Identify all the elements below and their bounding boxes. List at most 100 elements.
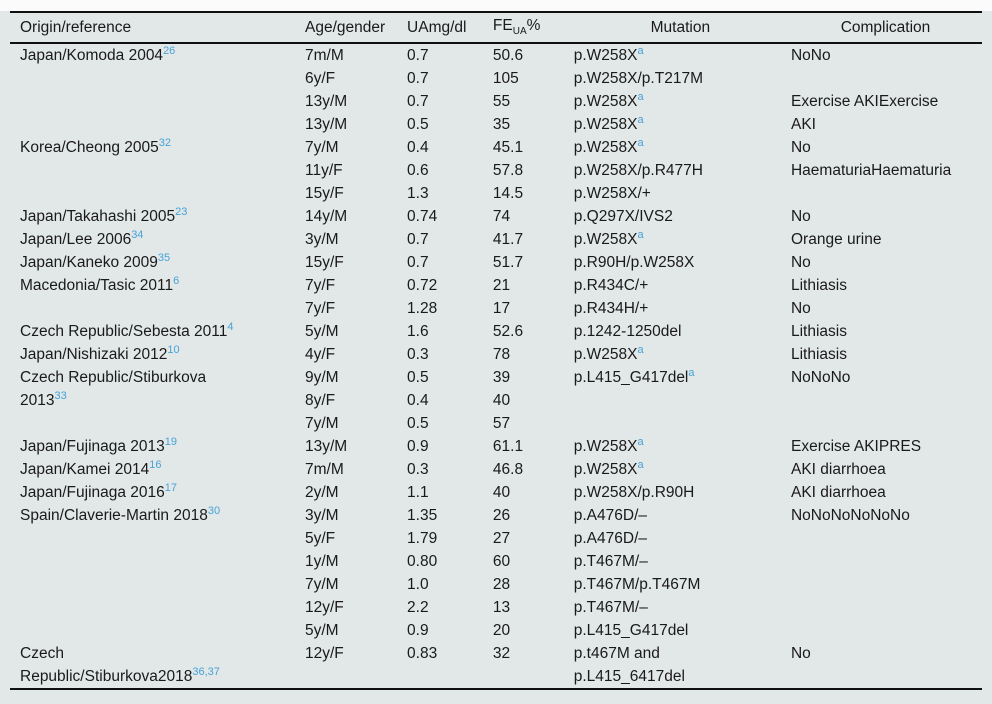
mutation-line: p.W258X/p.T217M xyxy=(573,70,703,87)
mutation-line: p.A476D/– xyxy=(573,507,647,524)
footnote-a-superscript[interactable]: a xyxy=(637,90,644,103)
reference-superscript[interactable]: 36,37 xyxy=(192,665,220,678)
footnote-a-superscript[interactable]: a xyxy=(637,113,644,126)
cell-mutation: p.W258Xa xyxy=(572,458,789,481)
cell-complication: NoNoNo xyxy=(790,369,851,386)
reference-superscript[interactable]: 6 xyxy=(173,274,180,287)
cell-mutation: p.W258Xa xyxy=(572,228,789,251)
cell-mutation: p.L415_G417del xyxy=(572,619,789,642)
cell-age: 5y/F xyxy=(305,530,336,547)
footnote-a-superscript[interactable]: a xyxy=(637,435,644,448)
cell-age: 7y/M xyxy=(305,576,339,593)
cell-mutation xyxy=(572,389,789,412)
cell-mutation: p.R90H/p.W258X xyxy=(572,251,789,274)
cell-origin: Czech Republic/Stiburkova201836,37 xyxy=(10,642,303,689)
reference-superscript[interactable]: 30 xyxy=(207,504,221,517)
cell-origin: Japan/Takahashi 200523 xyxy=(10,205,303,228)
reference-superscript[interactable]: 23 xyxy=(175,205,188,218)
mutation-line: p.W258Xa xyxy=(573,343,644,363)
origin-text: Korea/Cheong 2005 xyxy=(20,139,159,156)
cell-age: 7y/M xyxy=(305,415,339,432)
cell-mutation: p.R434H/+ xyxy=(572,297,789,320)
reference-superscript[interactable]: 19 xyxy=(164,435,178,448)
origin-line: Korea/Cheong 200532 xyxy=(20,136,303,159)
mutation-line: p.t467M and xyxy=(573,645,660,662)
origin-line: Japan/Takahashi 200523 xyxy=(20,205,303,228)
cell-complication xyxy=(789,67,982,90)
cell-complication: NoNoNoNoNoNo xyxy=(790,507,910,524)
cell-complication xyxy=(789,550,982,573)
mutation-line: p.W258Xa xyxy=(573,228,644,248)
fe-label-main: FE xyxy=(492,17,513,35)
origin-text: Japan/Komoda 2004 xyxy=(20,47,164,64)
cell-origin: Spain/Claverie-Martin 201830 xyxy=(10,504,303,642)
mutation-line: p.W258X/p.R477H xyxy=(573,162,703,179)
cell-fe-value: 51.7 xyxy=(492,254,524,271)
reference-superscript[interactable]: 33 xyxy=(54,389,67,402)
footnote-a-superscript[interactable]: a xyxy=(637,136,644,149)
cell-mutation: p.W258Xa xyxy=(572,136,789,159)
reference-superscript[interactable]: 26 xyxy=(163,44,176,57)
cell-origin: Czech Republic/Stiburkova 201333 xyxy=(10,366,303,435)
cell-ua-value: 1.6 xyxy=(407,323,429,340)
mutation-line: p.Q297X/IVS2 xyxy=(573,208,673,225)
table-row: Japan/Takahashi 200523 14y/M 0.74 74 p.Q297X… xyxy=(10,205,982,228)
cell-age: 13y/M xyxy=(305,93,348,110)
reference-superscript[interactable]: 16 xyxy=(149,458,162,471)
origin-text: Japan/Takahashi 2005 xyxy=(20,208,176,225)
table-row: 5y/M 0.9 20 p.L415_G417del xyxy=(10,619,982,642)
reference-superscript[interactable]: 10 xyxy=(167,343,180,356)
cell-fe-value: 40 xyxy=(492,484,511,501)
cell-age: 13y/M xyxy=(305,116,348,133)
cell-ua-value: 0.4 xyxy=(407,392,429,409)
footnote-a-superscript[interactable]: a xyxy=(637,458,644,471)
cell-origin: Korea/Cheong 200532 xyxy=(10,136,303,205)
reference-superscript[interactable]: 17 xyxy=(164,481,178,494)
table-body: Japan/Komoda 200426 7m/M 0.7 50.6 p.W258Xa No… xyxy=(10,43,982,689)
cell-ua-value: 0.9 xyxy=(407,438,429,455)
fe-label-suffix: % xyxy=(526,17,541,35)
column-header-fe: FEUA% xyxy=(490,12,572,44)
cell-mutation: p.1242-1250del xyxy=(572,320,789,343)
column-header-ua: UAmg/dl xyxy=(405,12,491,44)
origin-line: Japan/Nishizaki 201210 xyxy=(20,343,303,366)
cell-age: 7m/M xyxy=(305,47,344,64)
cell-mutation: p.A476D/– xyxy=(572,527,789,550)
cell-age: 2y/M xyxy=(305,484,339,501)
cell-complication xyxy=(789,527,982,550)
origin-line: Japan/Komoda 200426 xyxy=(20,44,303,67)
table-row: Macedonia/Tasic 20116 7y/F 0.72 21 p.R434C/+… xyxy=(10,274,982,297)
cell-ua-value: 0.3 xyxy=(407,461,429,478)
cell-mutation: p.W258Xa xyxy=(572,113,789,136)
table-row: 5y/F 1.79 27 p.A476D/– xyxy=(10,527,982,550)
cell-mutation: p.W258X/p.T217M xyxy=(572,67,789,90)
cell-complication: AKI xyxy=(790,116,816,133)
footnote-a-superscript[interactable]: a xyxy=(688,366,695,379)
footnote-a-superscript[interactable]: a xyxy=(637,228,644,241)
mutation-line: p.W258Xa xyxy=(573,90,644,110)
table-row: 8y/F 0.4 40 xyxy=(10,389,982,412)
reference-superscript[interactable]: 32 xyxy=(158,136,172,149)
table-row: Japan/Fujinaga 201617 2y/M 1.1 40 p.W258X/p.… xyxy=(10,481,982,504)
cell-fe-value: 40 xyxy=(492,392,511,409)
column-header-mutation: Mutation xyxy=(571,12,789,44)
mutation-line: p.W258Xa xyxy=(573,44,644,64)
mutation-line: p.R434H/+ xyxy=(573,300,649,317)
reference-superscript[interactable]: 35 xyxy=(157,251,171,264)
table-row: Spain/Claverie-Martin 201830 3y/M 1.35 26 p.… xyxy=(10,504,982,527)
mutation-line: p.T467M/– xyxy=(573,553,648,570)
cell-age: 7m/M xyxy=(305,461,344,478)
cell-age: 3y/M xyxy=(305,507,339,524)
mutation-line: p.L415_G417del xyxy=(573,622,689,639)
cell-mutation: p.L415_G417dela xyxy=(572,366,789,389)
table-row: 7y/F 1.28 17 p.R434H/+ No xyxy=(10,297,982,320)
reference-superscript[interactable]: 34 xyxy=(131,228,144,241)
footnote-a-superscript[interactable]: a xyxy=(637,44,644,57)
cell-complication: No xyxy=(790,300,811,317)
origin-text: Japan/Fujinaga 2016 xyxy=(20,484,165,501)
cell-complication xyxy=(789,573,982,596)
origin-text: Spain/Claverie-Martin 2018 xyxy=(20,507,208,524)
reference-superscript[interactable]: 4 xyxy=(227,320,234,333)
footnote-a-superscript[interactable]: a xyxy=(637,343,644,356)
table-header: Origin/reference Age/gender UAmg/dl FEUA… xyxy=(10,12,982,44)
